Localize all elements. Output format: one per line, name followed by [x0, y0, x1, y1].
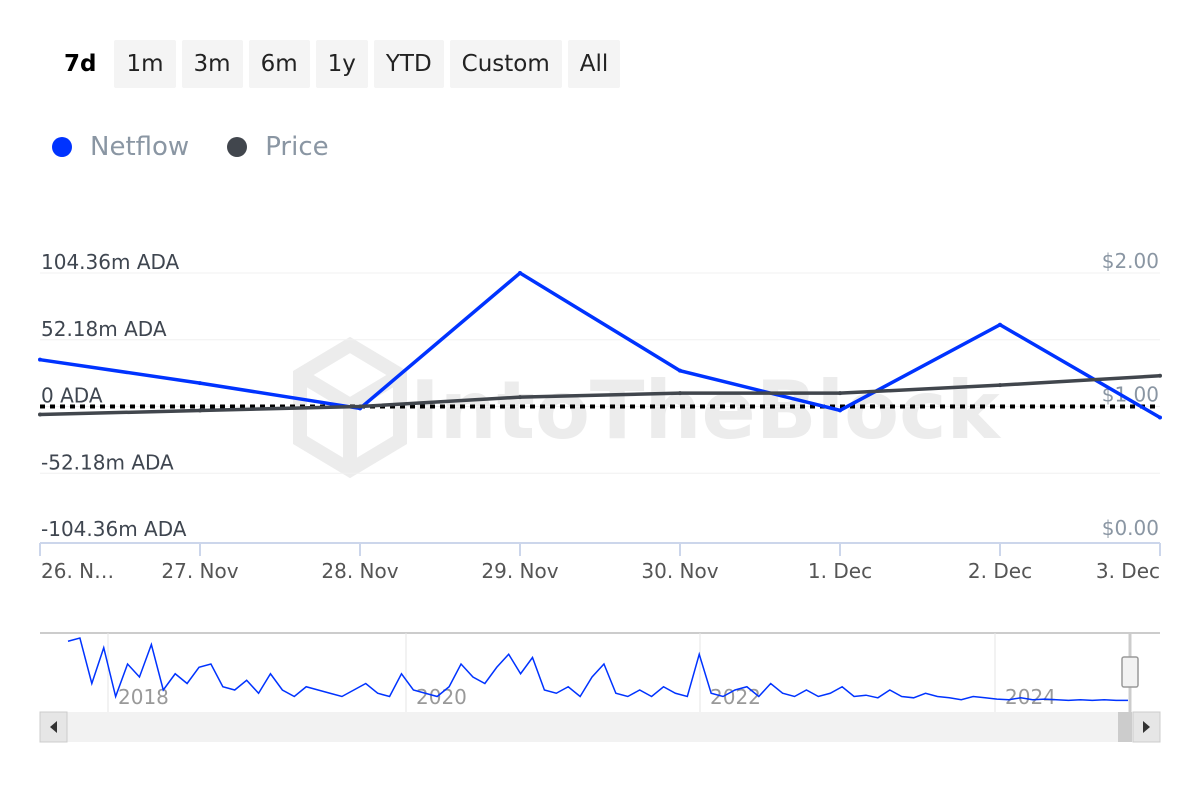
- data-point-price[interactable]: [998, 383, 1002, 388]
- data-point-netflow[interactable]: [678, 368, 682, 373]
- data-point-price[interactable]: [838, 391, 842, 396]
- legend-item-netflow[interactable]: Netflow: [52, 132, 189, 162]
- scrollbar-thumb[interactable]: [1118, 712, 1132, 742]
- y-left-tick-label: -52.18m ADA: [41, 450, 174, 474]
- legend-item-price[interactable]: Price: [227, 132, 329, 162]
- range-button-6m[interactable]: 6m: [248, 40, 310, 88]
- x-tick-label: 3. Dec: [1096, 559, 1160, 583]
- arrow-right-icon: [1143, 721, 1150, 733]
- range-button-1y[interactable]: 1y: [315, 40, 368, 88]
- scrollbar-track[interactable]: [40, 712, 1160, 742]
- x-tick-label: 1. Dec: [808, 559, 872, 583]
- data-point-price[interactable]: [358, 404, 362, 409]
- navigator-handle[interactable]: [1121, 656, 1139, 688]
- range-button-1m[interactable]: 1m: [114, 40, 176, 88]
- watermark: IntoTheBlock: [410, 364, 1001, 457]
- navigator-year-label: 2018: [118, 685, 169, 709]
- x-tick-label: 29. Nov: [481, 559, 558, 583]
- range-button-7d[interactable]: 7d: [52, 40, 109, 88]
- range-selector: 7d 1m 3m 6m 1y YTD Custom All: [52, 40, 621, 88]
- x-tick-label: 26. N…: [41, 559, 114, 583]
- navigator-year-label: 2024: [1005, 685, 1056, 709]
- data-point-netflow[interactable]: [1158, 415, 1162, 420]
- data-point-price[interactable]: [518, 395, 522, 400]
- series-line-price[interactable]: [39, 374, 1161, 417]
- y-left-tick-label: 52.18m ADA: [41, 317, 167, 341]
- netflow-dot-icon: [52, 137, 72, 157]
- price-dot-icon: [227, 137, 248, 157]
- data-point-netflow[interactable]: [838, 408, 842, 413]
- y-right-tick-label: $0.00: [1102, 516, 1159, 540]
- range-button-ytd[interactable]: YTD: [373, 40, 444, 88]
- data-point-netflow[interactable]: [198, 381, 202, 386]
- y-right-tick-label: $2.00: [1102, 249, 1159, 273]
- navigator-year-label: 2020: [416, 685, 467, 709]
- data-point-price[interactable]: [38, 412, 42, 417]
- range-button-all[interactable]: All: [567, 40, 621, 88]
- data-point-price[interactable]: [678, 391, 682, 396]
- x-tick-label: 2. Dec: [968, 559, 1032, 583]
- data-point-netflow[interactable]: [518, 271, 522, 275]
- data-point-netflow[interactable]: [38, 357, 42, 362]
- y-left-tick-label: 0 ADA: [41, 384, 103, 408]
- series-line-netflow[interactable]: [39, 270, 1161, 420]
- x-tick-label: 27. Nov: [161, 559, 238, 583]
- navigator-series: [67, 637, 1128, 702]
- arrow-left-icon: [50, 721, 57, 733]
- data-point-price[interactable]: [198, 408, 202, 413]
- x-tick-label: 30. Nov: [641, 559, 718, 583]
- range-button-3m[interactable]: 3m: [181, 40, 243, 88]
- y-left-tick-label: -104.36m ADA: [41, 517, 187, 541]
- legend: Netflow Price: [52, 132, 329, 162]
- data-point-price[interactable]: [1158, 373, 1162, 378]
- range-button-custom[interactable]: Custom: [449, 40, 562, 88]
- y-right-tick-label: $1.00: [1102, 383, 1159, 407]
- navigator-year-label: 2022: [710, 685, 761, 709]
- data-point-netflow[interactable]: [998, 322, 1002, 327]
- x-tick-label: 28. Nov: [321, 559, 398, 583]
- y-left-tick-label: 104.36m ADA: [41, 250, 180, 274]
